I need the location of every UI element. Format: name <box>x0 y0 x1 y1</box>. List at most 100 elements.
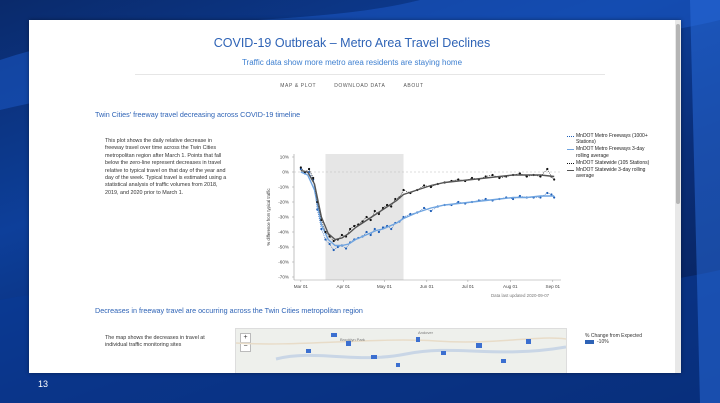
series-point-2 <box>332 239 335 243</box>
page-subtitle: Traffic data show more metro area reside… <box>241 58 463 67</box>
y-tick-label: -10% <box>278 185 289 190</box>
legend-item-statewide: MnDOT Statewide (105 Stations) <box>567 160 657 166</box>
legend-item-metro: MnDOT Metro Freeways (1000+ Stations) <box>567 133 657 145</box>
x-tick-label: Sep 01 <box>546 284 561 289</box>
series-point-0 <box>365 230 368 234</box>
series-point-0 <box>429 209 433 213</box>
map-legend: % Change from Expected -10% <box>571 333 661 373</box>
map-legend-value: -10% <box>597 339 609 345</box>
map-label-brooklyn-park: Brooklyn Park <box>340 337 365 342</box>
series-point-2 <box>539 175 542 178</box>
series-point-2 <box>365 215 368 219</box>
series-point-0 <box>484 197 487 201</box>
legend-label-metro: MnDOT Metro Freeways (1000+ Stations) <box>576 133 648 146</box>
series-point-2 <box>349 227 352 231</box>
series-point-2 <box>373 209 376 213</box>
zoom-out-button[interactable]: − <box>243 343 248 350</box>
series-point-0 <box>324 238 327 241</box>
map-legend-title: % Change from Expected <box>585 333 642 339</box>
series-point-2 <box>353 224 356 228</box>
zoom-in-button[interactable]: + <box>241 334 250 343</box>
scrollbar[interactable] <box>675 20 681 373</box>
legend-swatch-metro <box>567 136 574 137</box>
x-tick-label: Aug 01 <box>503 284 518 289</box>
series-point-0 <box>550 193 553 196</box>
section-heading-timeline: Twin Cities' freeway travel decreasing a… <box>95 110 301 119</box>
series-point-0 <box>320 227 323 231</box>
series-point-2 <box>518 172 522 175</box>
nav-map-plot[interactable]: MAP & PLOT <box>280 83 317 89</box>
series-line-3 <box>300 169 555 241</box>
legend-swatch-metro-avg <box>567 149 574 151</box>
page-title: COVID-19 Outbreak – Metro Area Travel De… <box>213 36 491 50</box>
y-axis-label: % difference from typical traffic <box>266 188 271 245</box>
series-point-0 <box>457 200 460 204</box>
map-zoom-control: + − <box>240 333 251 352</box>
y-tick-label: -40% <box>278 230 289 235</box>
nav-divider <box>135 74 605 75</box>
series-point-2 <box>324 230 327 234</box>
series-point-0 <box>518 194 522 198</box>
series-line-1 <box>300 171 555 247</box>
series-point-0 <box>553 196 556 199</box>
traffic-map[interactable]: + − Brooklyn Park Andover <box>235 328 567 373</box>
series-point-0 <box>539 196 542 199</box>
series-point-2 <box>369 218 372 222</box>
series-point-2 <box>394 197 397 201</box>
series-point-2 <box>484 175 487 178</box>
legend-swatch-statewide <box>567 162 574 164</box>
series-point-2 <box>386 203 389 207</box>
x-tick-label: Jun 01 <box>420 284 434 289</box>
y-tick-label: -60% <box>278 260 289 265</box>
series-point-2 <box>299 166 302 169</box>
map-description: The map shows the decreases in travel at… <box>105 335 205 349</box>
series-point-2 <box>422 184 426 187</box>
legend-swatch-statewide-avg <box>567 170 574 172</box>
chart-legend: MnDOT Metro Freeways (1000+ Stations) Mn… <box>567 133 657 180</box>
y-tick-label: -70% <box>278 275 289 280</box>
series-point-0 <box>511 197 515 201</box>
map-layer <box>236 333 566 367</box>
map-legend-swatch <box>585 339 594 344</box>
y-tick-label: -20% <box>278 200 289 205</box>
series-point-0 <box>332 248 335 252</box>
nav-about[interactable]: ABOUT <box>403 83 424 89</box>
series-point-0 <box>344 247 348 250</box>
legend-label-metro-avg: MnDOT Metro Freeways 3-day rolling avera… <box>576 146 645 159</box>
plot-description: This plot shows the daily relative decre… <box>105 138 227 196</box>
y-tick-label: 10% <box>280 155 289 160</box>
series-point-2 <box>429 185 433 189</box>
series-point-2 <box>340 233 344 237</box>
series-point-2 <box>390 205 393 208</box>
map-legend-row: -10% <box>571 339 661 345</box>
series-point-2 <box>498 176 501 180</box>
data-updated-note: Data last updated 2020-09-07 <box>491 293 550 298</box>
series-point-0 <box>369 233 372 237</box>
shaded-period <box>325 154 404 280</box>
y-tick-label: 0% <box>282 170 289 175</box>
series-point-0 <box>328 242 331 246</box>
scrollbar-thumb[interactable] <box>676 24 680 204</box>
travel-chart: 10% 0% -10% -20% -30% -40% -50% -60% -70% Mar 01 A… <box>266 154 561 289</box>
legend-label-statewide-avg: MnDOT Statewide 3-day rolling average <box>576 167 646 180</box>
series-point-0 <box>373 227 376 231</box>
y-tick-label: -30% <box>278 215 289 220</box>
series-point-2 <box>402 188 405 192</box>
legend-item-statewide-avg: MnDOT Statewide 3-day rolling average <box>567 167 657 179</box>
series-point-0 <box>546 191 549 195</box>
map-label-andover: Andover <box>418 330 433 335</box>
nav-bar: MAP & PLOT DOWNLOAD DATA ABOUT <box>29 83 675 89</box>
series-point-2 <box>491 173 494 177</box>
y-tick-label: -50% <box>278 245 289 250</box>
legend-item-metro-avg: MnDOT Metro Freeways 3-day rolling avera… <box>567 146 657 159</box>
legend-label-statewide: MnDOT Statewide (105 Stations) <box>576 159 650 166</box>
x-tick-label: May 01 <box>377 284 393 289</box>
nav-download-data[interactable]: DOWNLOAD DATA <box>334 83 386 89</box>
series-point-2 <box>377 212 380 216</box>
series-point-2 <box>546 167 549 171</box>
series-point-2 <box>525 175 528 178</box>
series-point-2 <box>553 178 556 181</box>
series-point-2 <box>457 178 460 181</box>
x-tick-label: Apr 01 <box>337 284 351 289</box>
series-point-2 <box>307 167 311 171</box>
